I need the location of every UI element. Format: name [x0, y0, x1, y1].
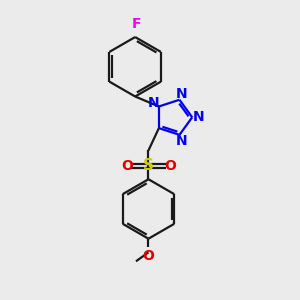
Text: N: N [176, 134, 187, 148]
Text: O: O [142, 248, 154, 262]
Text: N: N [148, 96, 159, 110]
Text: F: F [132, 16, 141, 31]
Text: N: N [193, 110, 205, 124]
Text: O: O [121, 159, 133, 173]
Text: O: O [164, 159, 176, 173]
Text: S: S [143, 158, 154, 173]
Text: N: N [176, 87, 187, 100]
